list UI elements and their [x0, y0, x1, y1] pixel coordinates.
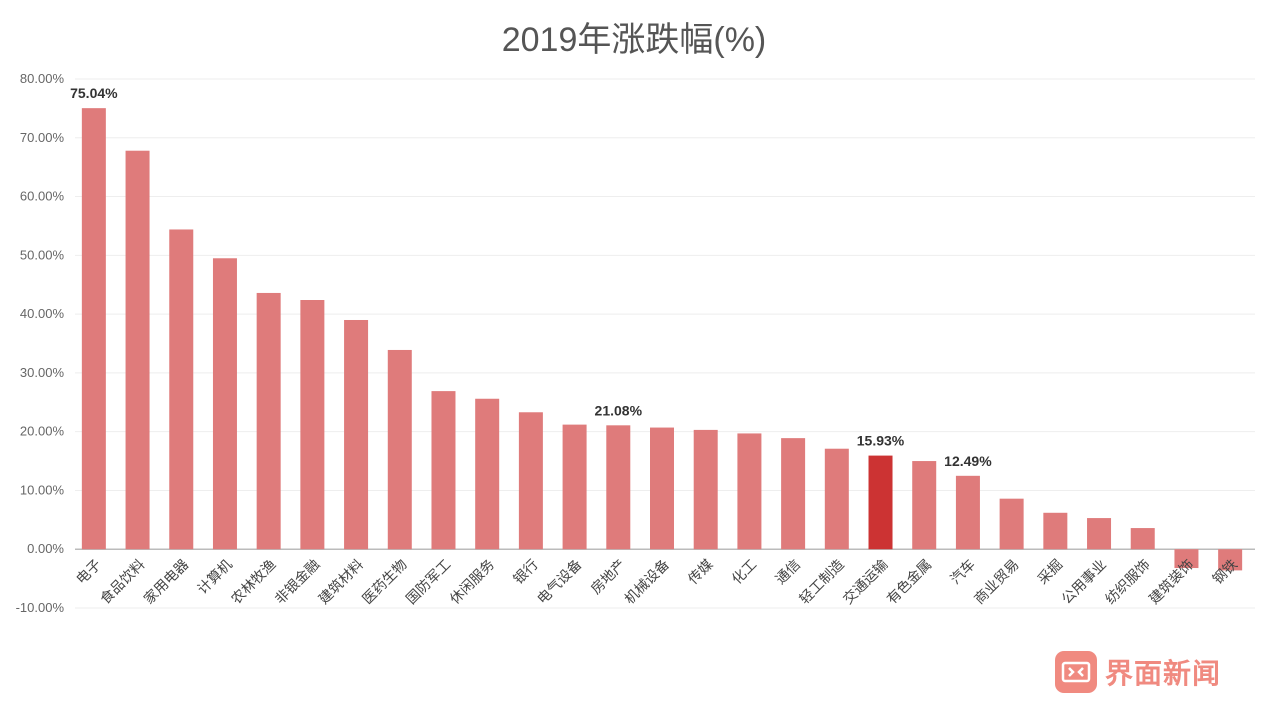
category-label: 建筑装饰	[1146, 557, 1197, 608]
category-label: 农林牧渔	[229, 557, 280, 608]
category-label: 轻工制造	[797, 557, 848, 608]
category-label: 家用电器	[140, 556, 192, 608]
category-label: 食品饮料	[97, 556, 149, 608]
bar	[1130, 528, 1155, 550]
category-label: 建筑材料	[316, 557, 367, 608]
bar	[606, 425, 631, 550]
category-label: 房地产	[588, 557, 629, 598]
bar	[1218, 549, 1243, 571]
category-label: 电气设备	[534, 556, 586, 608]
bar	[824, 448, 849, 550]
bar	[518, 412, 543, 550]
logo-text: 界面新闻	[1105, 657, 1222, 690]
data-label: 15.93%	[857, 433, 905, 449]
jiemian-logo: 界面新闻	[1055, 650, 1221, 694]
bar	[693, 429, 718, 550]
bar	[1174, 549, 1199, 569]
bar	[562, 424, 587, 550]
y-tick-label: -10.00%	[16, 600, 65, 615]
y-tick-label: 60.00%	[20, 189, 65, 204]
y-tick-label: 20.00%	[20, 424, 65, 439]
bar	[781, 438, 806, 550]
bar	[1043, 512, 1068, 550]
category-label: 医药生物	[360, 557, 411, 608]
bar	[125, 150, 150, 550]
chart-title: 2019年涨跌幅(%)	[501, 21, 767, 59]
bar	[212, 258, 237, 550]
bar	[955, 475, 980, 550]
data-label: 12.49%	[944, 453, 992, 469]
bar	[169, 229, 194, 550]
category-label: 国防军工	[403, 557, 454, 608]
category-label: 非银金融	[272, 557, 323, 608]
y-tick-label: 70.00%	[20, 130, 65, 145]
bar	[999, 498, 1024, 550]
bar	[344, 319, 369, 550]
y-tick-label: 50.00%	[20, 247, 65, 262]
bar	[737, 433, 762, 550]
bar	[387, 349, 412, 550]
category-label: 计算机	[195, 557, 236, 598]
jiemian-logo-icon	[1055, 651, 1097, 693]
category-label: 采掘	[1035, 557, 1066, 588]
category-label: 化工	[729, 557, 760, 588]
category-label: 机械设备	[621, 556, 673, 608]
bar	[868, 455, 893, 550]
category-label: 有色金属	[883, 556, 935, 608]
category-label: 休闲服务	[447, 557, 498, 608]
category-label: 商业贸易	[972, 557, 1023, 608]
category-label: 电子	[74, 557, 105, 588]
y-tick-label: 30.00%	[20, 365, 65, 380]
y-tick-label: 80.00%	[20, 71, 65, 86]
axes: -10.00% 0.00% 10.00% 20.00% 30.00% 40.00% 50.0…	[16, 71, 1255, 615]
category-label: 汽车	[947, 556, 979, 588]
y-tick-label: 10.00%	[20, 482, 65, 497]
category-label: 公用事业	[1059, 557, 1110, 608]
y-tick-label: 40.00%	[20, 306, 65, 321]
data-label: 75.04%	[70, 85, 118, 101]
data-labels: 75.04% 21.08% 15.93% 12.49%	[70, 85, 992, 469]
bar	[650, 427, 674, 550]
category-label: 传媒	[685, 557, 716, 588]
bar	[1087, 518, 1112, 550]
bar	[475, 398, 500, 550]
y-tick-label: 0.00%	[27, 541, 64, 556]
category-label: 银行	[511, 557, 542, 588]
category-label: 交通运输	[840, 556, 892, 608]
bar	[81, 108, 106, 550]
bar	[912, 461, 937, 550]
bars	[81, 108, 1243, 571]
category-label: 纺织服饰	[1103, 557, 1154, 608]
data-label: 21.08%	[595, 402, 643, 418]
category-label: 通信	[773, 557, 804, 588]
bar	[256, 292, 281, 550]
bar	[431, 391, 456, 550]
bar	[300, 300, 325, 550]
